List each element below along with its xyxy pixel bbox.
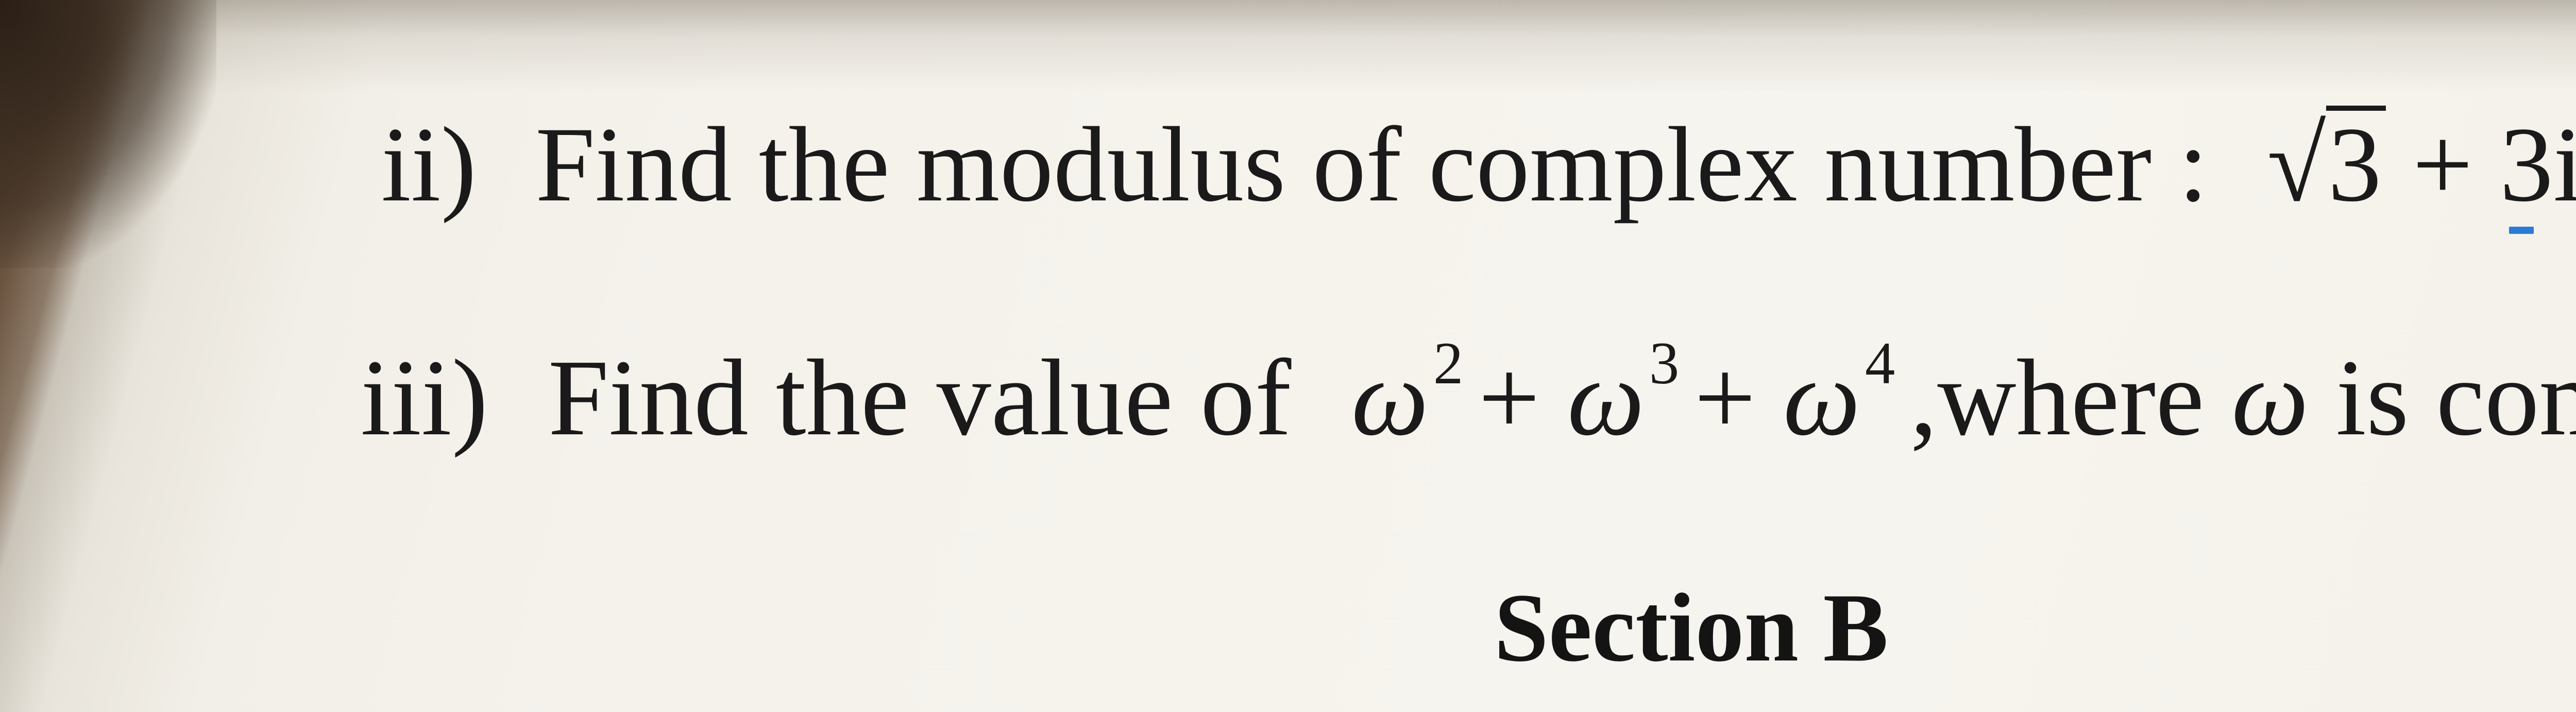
plus-2: + xyxy=(1694,335,1756,461)
plus-1: + xyxy=(1478,335,1540,461)
question-ii-label: ii) xyxy=(381,103,477,226)
plus-sign: + xyxy=(2413,103,2473,226)
omega-inline: ω xyxy=(2231,335,2309,461)
omega-3: ω xyxy=(1783,335,1860,461)
question-iii-tail: is complex cube root of unit xyxy=(2336,335,2576,461)
question-ii-text: Find the modulus of complex number : xyxy=(535,103,2208,226)
exp-2: 2 xyxy=(1433,329,1463,398)
sqrt-radicand: 3 xyxy=(2326,106,2386,218)
radical-icon: √ xyxy=(2267,103,2326,226)
section-heading-text: Section B xyxy=(1494,572,1888,684)
scan-artifact-blue-mark xyxy=(2509,227,2534,234)
question-iii-where: where xyxy=(1937,335,2204,461)
question-iii-text-before: Find the value of xyxy=(548,335,1292,461)
term-3i: 3i xyxy=(2500,103,2576,226)
exp-3: 3 xyxy=(1649,329,1679,398)
corner-shadow xyxy=(0,0,216,268)
sqrt-expression: √ 3 xyxy=(2267,103,2385,226)
omega-2: ω xyxy=(1567,335,1645,461)
section-heading: Section B xyxy=(1494,572,1888,684)
comma: , xyxy=(1910,335,1937,461)
page-top-shade xyxy=(0,0,2576,93)
question-iii-label: iii) xyxy=(361,335,488,461)
question-ii-line: ii) Find the modulus of complex number :… xyxy=(381,103,2576,226)
exp-4: 4 xyxy=(1865,329,1895,398)
question-iii-line: iii) Find the value of ω 2 + ω 3 + ω 4 ,… xyxy=(361,335,2576,461)
omega-1: ω xyxy=(1351,335,1429,461)
